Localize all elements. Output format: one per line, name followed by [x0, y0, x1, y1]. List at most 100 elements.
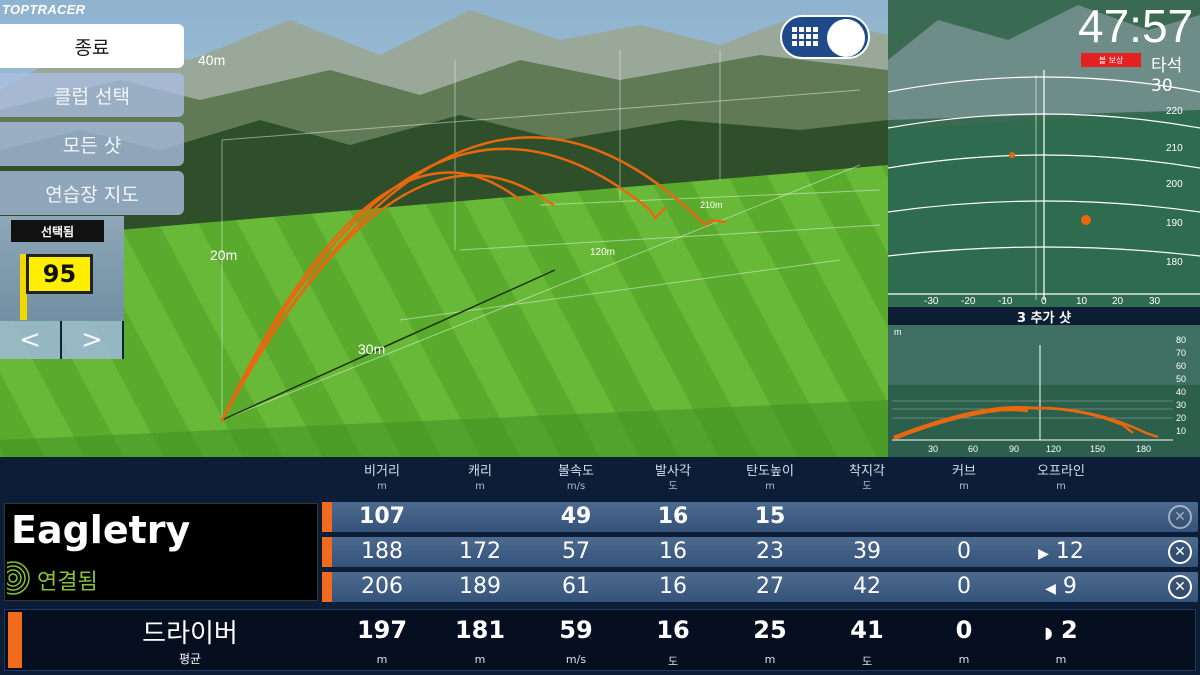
side-y-tick: 10 [1176, 426, 1186, 436]
range-map-button[interactable]: 연습장 지도 [0, 171, 184, 215]
target-flag-icon[interactable]: 95 [26, 254, 93, 294]
cell-offline: ▶ 12 [1038, 539, 1084, 564]
side-unit: m [894, 327, 902, 337]
cell-launch-angle: 16 [659, 539, 687, 564]
ball-bonus-badge: 볼 보상 [1081, 53, 1141, 67]
shot-stats-table: 비거리 m 캐리 m 볼속도 m/s 발사각 도 탄도높이 m 착지각 도 커브 m 오프라인… [0, 457, 1200, 675]
col-header-offline: 오프라인 m [1037, 464, 1085, 492]
avg-apex-height: 25 [753, 616, 787, 644]
average-row: 드라이버 평균 197 181 59 16 25 41 0 ◗ 2 m m m/… [4, 609, 1196, 671]
top-y-tick: 210 [1166, 143, 1183, 154]
side-y-tick: 20 [1176, 413, 1186, 423]
top-x-tick: 20 [1112, 296, 1124, 307]
avg-unit: 도 [667, 655, 679, 668]
side-profile-view: m 80 70 60 50 40 30 20 10 30 60 90 120 1… [888, 325, 1200, 457]
top-x-tick: -10 [998, 296, 1013, 307]
cell-apex-height: 27 [756, 574, 784, 599]
avg-carry: 181 [454, 616, 506, 644]
avg-unit: m [376, 653, 388, 666]
col-header-carry: 캐리 m [468, 464, 492, 492]
cell-ball-speed: 57 [562, 539, 590, 564]
cell-ball-speed: 49 [560, 504, 592, 529]
top-down-view: 220 210 200 190 180 -30 -20 -10 0 10 20 … [888, 0, 1200, 310]
delete-shot-icon[interactable]: ✕ [1168, 575, 1192, 599]
avg-unit: m [474, 653, 486, 666]
side-y-tick: 80 [1176, 335, 1186, 345]
avg-offline: ◗ 2 [1044, 616, 1078, 644]
col-header-apex-height: 탄도높이 m [746, 464, 794, 492]
side-x-tick: 180 [1136, 444, 1151, 454]
cell-total-distance: 107 [359, 504, 405, 529]
cell-landing-angle: 42 [853, 574, 881, 599]
player-name: Eagletry [11, 508, 191, 552]
col-header-curve: 커브 m [952, 464, 976, 492]
top-y-tick: 220 [1166, 106, 1183, 117]
club-select-button[interactable]: 클럽 선택 [0, 73, 184, 117]
height-label-20m: 20m [210, 247, 237, 263]
selected-label: 선택됨 [11, 220, 104, 242]
right-arrow-icon: ▶ [1038, 546, 1049, 562]
cell-curve: 0 [957, 574, 971, 599]
side-x-tick: 120 [1046, 444, 1061, 454]
prev-target-button[interactable]: < [0, 321, 62, 359]
view-toggle[interactable] [780, 15, 870, 59]
side-y-tick: 70 [1176, 348, 1186, 358]
distance-label-30m: 30m [358, 341, 385, 357]
side-y-tick: 30 [1176, 400, 1186, 410]
top-x-tick: -20 [961, 296, 976, 307]
delete-shot-icon[interactable]: ✕ [1168, 505, 1192, 529]
target-selector: 선택됨 95 [0, 216, 124, 321]
col-header-launch-angle: 발사각 도 [655, 464, 691, 492]
avg-unit: m [958, 653, 970, 666]
top-y-tick: 180 [1166, 257, 1183, 268]
next-target-button[interactable]: > [62, 321, 124, 359]
avg-unit: m/s [565, 653, 587, 666]
exit-button[interactable]: 종료 [0, 24, 184, 68]
cell-carry: 189 [459, 574, 501, 599]
cell-landing-angle: 39 [853, 539, 881, 564]
cell-carry: 172 [459, 539, 501, 564]
avg-unit: m [764, 653, 776, 666]
top-y-tick: 200 [1166, 179, 1183, 190]
cell-ball-speed: 61 [562, 574, 590, 599]
height-label-40m: 40m [198, 52, 225, 68]
cell-total-distance: 188 [361, 539, 403, 564]
avg-unit: m [1055, 653, 1067, 666]
top-x-tick: 30 [1149, 296, 1161, 307]
left-arrow-icon: ◀ [1045, 581, 1056, 597]
all-shots-button[interactable]: 모든 샷 [0, 122, 184, 166]
shot-row[interactable]: 188 172 57 16 23 39 0 ▶ 12 ✕ [322, 537, 1198, 567]
cell-launch-angle: 16 [657, 504, 689, 529]
cell-apex-height: 23 [756, 539, 784, 564]
flag-pole [20, 254, 27, 320]
connection-status: 연결됨 [37, 570, 98, 595]
avg-curve: 0 [955, 616, 973, 644]
side-x-tick: 150 [1090, 444, 1105, 454]
col-header-landing-angle: 착지각 도 [849, 464, 885, 492]
side-x-tick: 60 [968, 444, 978, 454]
cell-launch-angle: 16 [659, 574, 687, 599]
average-label: 평균 [178, 652, 202, 666]
toggle-knob [827, 19, 865, 57]
top-x-tick: -30 [924, 296, 939, 307]
cell-curve: 0 [957, 539, 971, 564]
cell-apex-height: 15 [754, 504, 786, 529]
shots-label: 타석 [1151, 56, 1183, 76]
player-card: Eagletry 연결됨 [4, 503, 318, 601]
side-y-tick: 60 [1176, 361, 1186, 371]
col-header-total-distance: 비거리 m [364, 464, 400, 492]
side-x-tick: 90 [1009, 444, 1019, 454]
delete-shot-icon[interactable]: ✕ [1168, 540, 1192, 564]
top-x-tick: 10 [1076, 296, 1088, 307]
cell-total-distance: 206 [361, 574, 403, 599]
shot-row[interactable]: 206 189 61 16 27 42 0 ◀ 9 ✕ [322, 572, 1198, 602]
shot-row[interactable]: 107 49 16 15 ✕ [322, 502, 1198, 532]
shots-value: 30 [1151, 76, 1173, 96]
avg-ball-speed: 59 [559, 616, 593, 644]
left-menu: 종료 클럽 선택 모든 샷 연습장 지도 [0, 24, 184, 220]
toptracer-logo: TOPTRACER [2, 2, 86, 17]
avg-landing-angle: 41 [850, 616, 884, 644]
shots-counter: 타석30 [1151, 51, 1200, 96]
grid-icon [792, 27, 818, 46]
offline-center-icon: ◗ [1044, 623, 1053, 642]
